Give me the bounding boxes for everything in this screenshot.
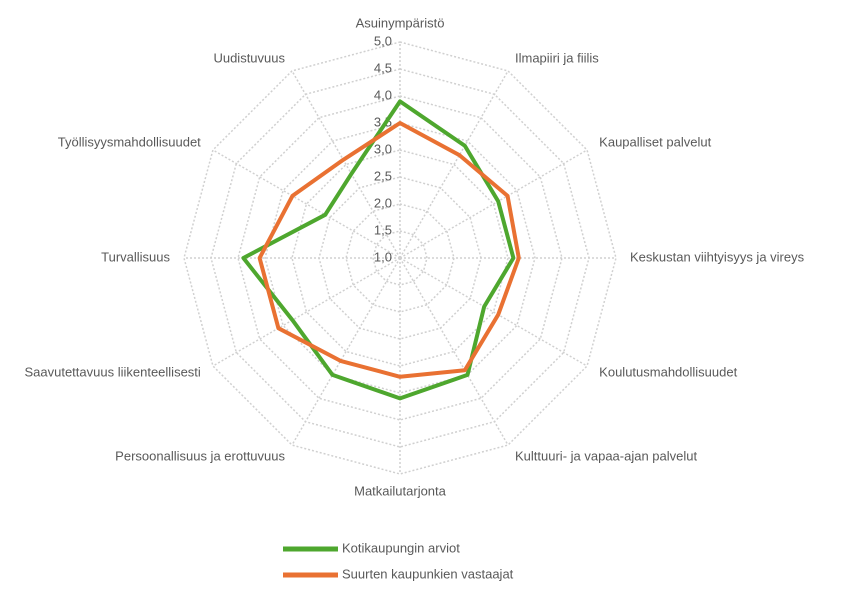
category-label: Matkailutarjonta xyxy=(354,483,447,498)
spoke xyxy=(399,149,588,259)
tick-label: 1,5 xyxy=(374,222,392,237)
spoke xyxy=(399,70,509,259)
spoke xyxy=(399,257,588,367)
spoke xyxy=(212,257,401,367)
category-label: Persoonallisuus ja erottuvuus xyxy=(115,449,285,464)
spoke xyxy=(399,257,509,446)
spoke xyxy=(212,149,401,259)
category-label: Turvallisuus xyxy=(101,249,170,264)
tick-label: 4,0 xyxy=(374,87,392,102)
spoke xyxy=(291,70,401,259)
tick-label: 1,0 xyxy=(374,249,392,264)
category-label: Työllisyysmahdollisuudet xyxy=(58,134,201,149)
category-label: Saavutettavuus liikenteellisesti xyxy=(24,364,200,379)
spoke xyxy=(291,257,401,446)
category-label: Ilmapiiri ja fiilis xyxy=(515,50,599,65)
tick-label: 5,0 xyxy=(374,33,392,48)
category-label: Kaupalliset palvelut xyxy=(599,134,711,149)
tick-label: 4,5 xyxy=(374,60,392,75)
category-label: Uudistuvuus xyxy=(213,50,285,65)
series-line xyxy=(241,99,516,401)
tick-label: 3,0 xyxy=(374,141,392,156)
category-label: Kulttuuri- ja vapaa-ajan palvelut xyxy=(515,449,697,464)
series-line xyxy=(257,121,521,379)
tick-label: 2,0 xyxy=(374,195,392,210)
category-label: Asuinympäristö xyxy=(356,15,445,30)
category-label: Koulutusmahdollisuudet xyxy=(599,364,737,379)
tick-label: 2,5 xyxy=(374,168,392,183)
legend-label: Kotikaupungin arviot xyxy=(342,540,460,555)
category-label: Keskustan viihtyisyys ja vireys xyxy=(630,249,805,264)
legend-label: Suurten kaupunkien vastaajat xyxy=(342,566,514,581)
